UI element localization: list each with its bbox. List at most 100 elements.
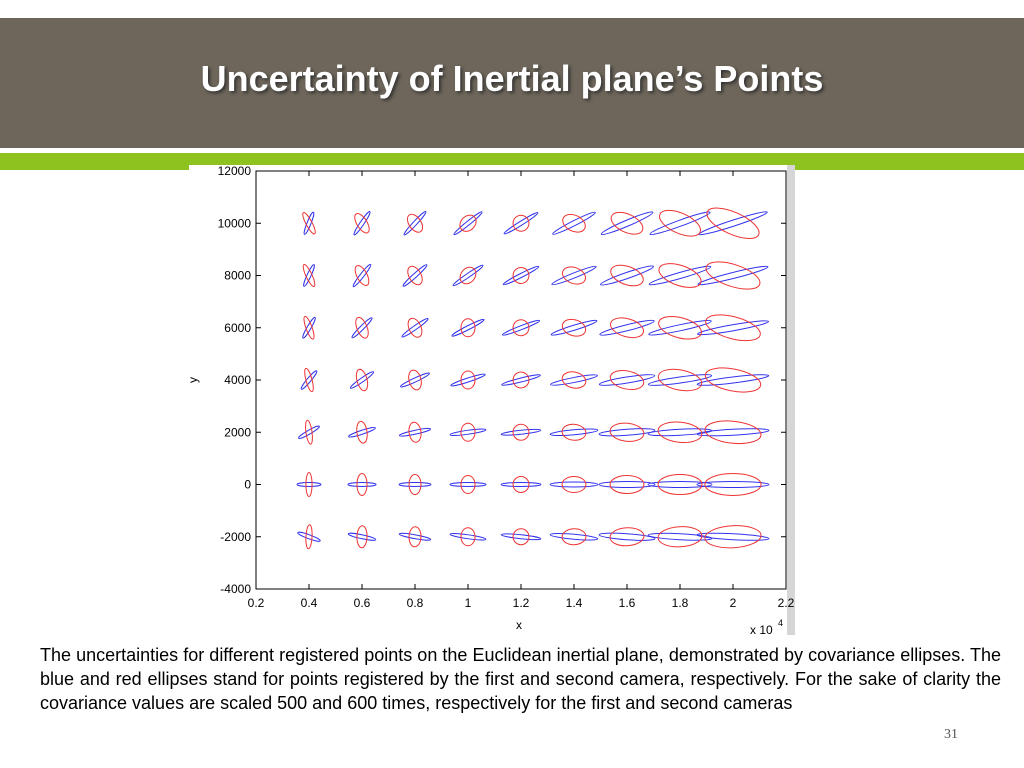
covariance-ellipse — [609, 370, 645, 390]
x-multiplier-exponent: 4 — [778, 618, 783, 628]
covariance-ellipse — [512, 371, 530, 389]
covariance-ellipse — [648, 265, 712, 286]
covariance-ellipse — [696, 428, 770, 437]
covariance-ellipse — [704, 473, 762, 496]
covariance-ellipse — [550, 374, 598, 386]
covariance-ellipse — [658, 263, 702, 288]
x-multiplier: x 10 — [750, 623, 773, 637]
covariance-ellipse — [696, 532, 770, 541]
chart-background — [189, 165, 787, 635]
covariance-ellipse — [460, 474, 476, 495]
covariance-ellipse — [401, 317, 429, 338]
x-tick-label: 0.6 — [354, 596, 371, 610]
covariance-ellipse — [549, 481, 599, 488]
covariance-ellipse — [355, 368, 369, 392]
covariance-ellipse — [561, 528, 587, 546]
covariance-ellipse — [704, 367, 762, 393]
covariance-ellipse — [459, 214, 477, 232]
covariance-ellipse — [647, 480, 713, 489]
covariance-ellipse — [561, 476, 587, 493]
x-tick-label: 1.8 — [672, 596, 689, 610]
x-axis-label: x — [516, 618, 522, 632]
covariance-ellipse — [403, 211, 427, 236]
covariance-ellipse — [657, 526, 703, 548]
covariance-ellipse — [398, 482, 432, 487]
covariance-ellipse — [598, 532, 656, 541]
x-tick-label: 2.2 — [778, 596, 795, 610]
covariance-ellipse — [610, 211, 644, 235]
covariance-ellipse — [500, 482, 542, 487]
covariance-ellipse — [599, 319, 655, 336]
y-tick-label: -2000 — [220, 530, 251, 544]
x-tick-label: 1.6 — [619, 596, 636, 610]
covariance-ellipse — [649, 211, 711, 236]
covariance-ellipse — [402, 264, 428, 287]
covariance-ellipse — [648, 319, 712, 336]
covariance-ellipse — [549, 533, 599, 541]
x-tick-label: 1 — [465, 596, 472, 610]
covariance-ellipse — [303, 211, 315, 235]
title-band — [0, 18, 1024, 148]
covariance-ellipse — [697, 320, 769, 336]
y-tick-label: 6000 — [224, 321, 251, 335]
covariance-ellipse — [304, 367, 314, 393]
covariance-ellipse — [305, 524, 313, 550]
y-tick-label: 10000 — [218, 216, 252, 230]
covariance-ellipse — [501, 374, 541, 386]
covariance-ellipse — [609, 527, 645, 547]
covariance-ellipse — [400, 372, 430, 388]
covariance-ellipse — [353, 211, 371, 236]
covariance-ellipse — [658, 209, 702, 237]
y-tick-label: 0 — [244, 478, 251, 492]
covariance-ellipse — [302, 316, 316, 339]
covariance-ellipse — [512, 319, 530, 337]
x-tick-label: 2 — [730, 596, 737, 610]
covariance-ellipse — [303, 315, 315, 340]
covariance-ellipse — [302, 212, 316, 235]
y-tick-label: 4000 — [224, 373, 251, 387]
covariance-ellipse — [451, 318, 485, 337]
y-tick-label: 12000 — [218, 164, 252, 178]
x-tick-label: 1.4 — [566, 596, 583, 610]
covariance-ellipse — [562, 266, 586, 285]
covariance-ellipse — [704, 525, 762, 549]
covariance-ellipse — [502, 265, 540, 286]
covariance-ellipse — [351, 317, 373, 339]
y-tick-label: 8000 — [224, 269, 251, 283]
y-tick-label: -4000 — [220, 582, 251, 596]
covariance-ellipse — [598, 374, 656, 386]
covariance-ellipse — [348, 427, 376, 438]
covariance-ellipse — [658, 315, 702, 340]
covariance-ellipse — [600, 211, 654, 236]
covariance-ellipse — [551, 265, 597, 286]
covariance-ellipse — [610, 317, 644, 339]
covariance-ellipse — [704, 420, 762, 445]
covariance-ellipse — [349, 371, 375, 389]
covariance-ellipse — [408, 473, 422, 496]
covariance-ellipse — [398, 532, 432, 541]
covariance-ellipse — [449, 428, 487, 436]
x-tick-label: 0.2 — [248, 596, 265, 610]
covariance-ellipse — [407, 265, 423, 286]
covariance-ellipse — [453, 211, 483, 236]
covariance-ellipse — [706, 207, 760, 239]
covariance-ellipse — [408, 369, 422, 391]
covariance-ellipse — [610, 264, 644, 287]
covariance-ellipse — [305, 419, 313, 445]
slide-title: Uncertainty of Inertial plane’s Points — [200, 58, 824, 99]
covariance-ellipse — [561, 318, 587, 337]
covariance-ellipse — [303, 264, 315, 287]
covariance-ellipse — [657, 473, 703, 496]
covariance-ellipse — [503, 212, 539, 235]
covariance-ellipse — [500, 533, 542, 541]
covariance-ellipse — [697, 265, 769, 286]
y-axis-label: y — [186, 377, 200, 383]
covariance-ellipse — [408, 421, 422, 443]
covariance-ellipse — [354, 213, 370, 234]
covariance-ellipse — [561, 423, 587, 441]
covariance-ellipse — [460, 422, 476, 442]
covariance-ellipse — [355, 316, 369, 339]
covariance-ellipse — [600, 265, 654, 286]
covariance-ellipse — [460, 370, 476, 390]
